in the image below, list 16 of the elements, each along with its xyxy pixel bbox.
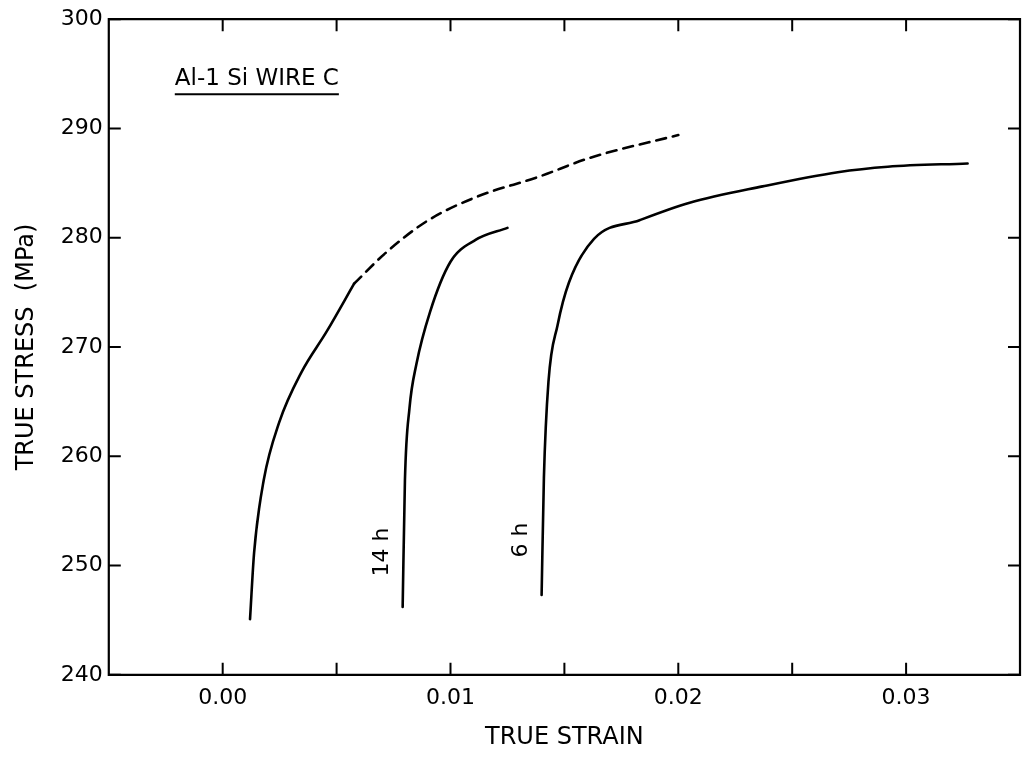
y-tick-label: 300 — [60, 4, 103, 30]
y-tick-label: 250 — [60, 551, 103, 577]
x-tick-label: 0.00 — [198, 683, 248, 709]
y-tick-label: 290 — [60, 114, 103, 140]
x-axis-title: TRUE STRAIN — [484, 721, 644, 750]
text: Al-1 Si WIRE C — [174, 64, 339, 91]
y-axis-title: TRUE STRESS (MPa) — [10, 223, 39, 472]
annotation: 6 h — [507, 522, 533, 558]
annotation: 14 h — [368, 527, 394, 577]
y-tick-label: 270 — [60, 332, 103, 358]
y-tick-label: 280 — [60, 223, 103, 249]
x-tick-label: 0.02 — [653, 683, 703, 709]
x-tick-label: 0.03 — [881, 683, 931, 709]
y-tick-label: 240 — [60, 660, 103, 686]
x-tick-label: 0.01 — [426, 683, 475, 709]
y-tick-label: 260 — [60, 441, 103, 467]
